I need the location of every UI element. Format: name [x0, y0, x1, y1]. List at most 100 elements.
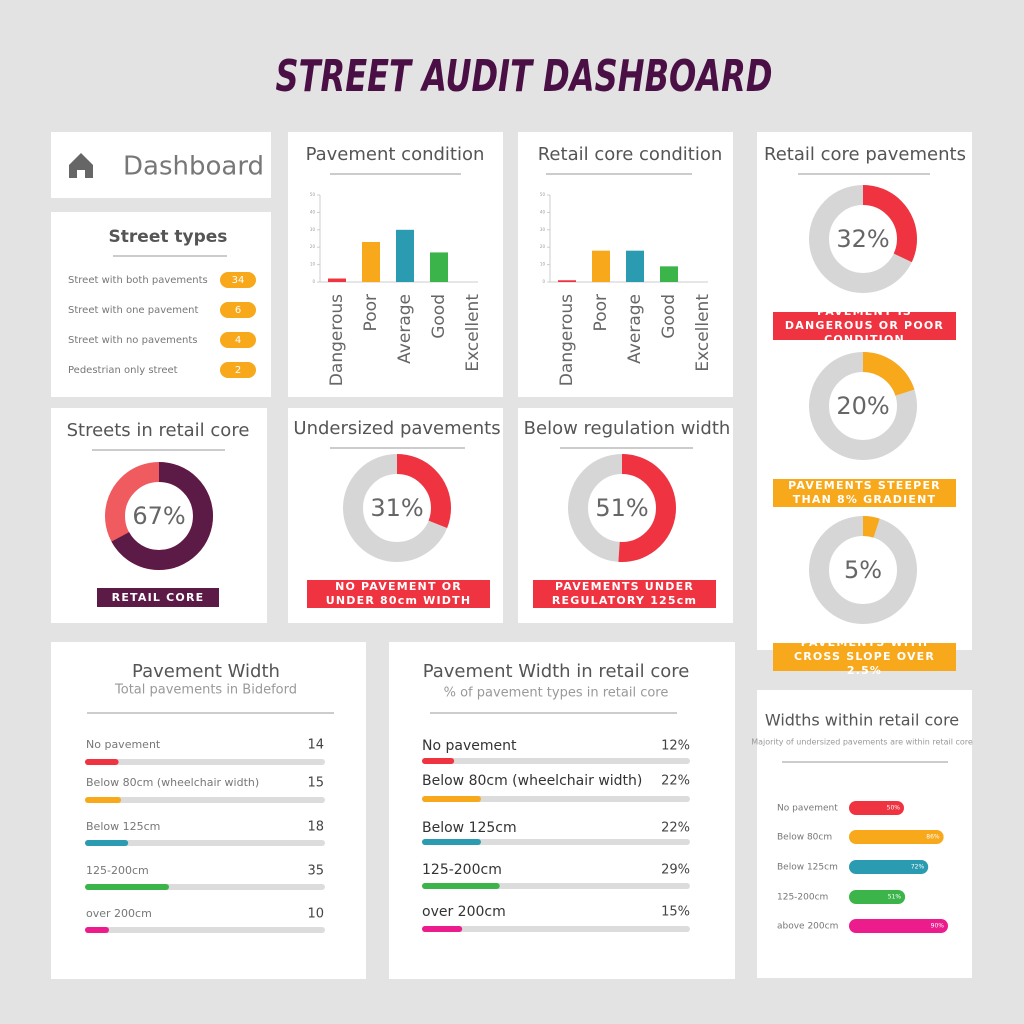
x-tick-label: Good — [659, 294, 679, 339]
bar-track — [422, 758, 690, 764]
value-label: 86% — [926, 834, 940, 841]
chart-title: Pavement condition — [306, 144, 485, 165]
donut-arc — [105, 462, 213, 570]
bar-label: Below 125cm — [777, 863, 838, 873]
chart-title: Below regulation width — [524, 418, 731, 439]
bar — [660, 266, 678, 282]
bar-label: Below 125cm — [86, 820, 160, 833]
y-tick-label: 10 — [540, 262, 546, 267]
bar-label: 125-200cm — [777, 893, 828, 903]
bar-label: over 200cm — [86, 907, 152, 920]
value-label: 15 — [307, 776, 324, 791]
bar — [430, 252, 448, 282]
card — [51, 408, 267, 623]
bar-track — [85, 797, 325, 803]
card — [518, 132, 733, 397]
bar — [362, 241, 380, 282]
x-tick-label: Average — [625, 294, 645, 364]
bar — [85, 927, 109, 933]
y-tick-label: 20 — [540, 244, 546, 249]
bar — [422, 926, 463, 932]
value-label: 72% — [911, 864, 925, 871]
bar-label: No pavement — [86, 738, 161, 751]
caption: NO PAVEMENT OR UNDER 80cm WIDTH — [307, 580, 490, 608]
y-tick-label: 50 — [540, 192, 546, 197]
bar-track — [85, 759, 325, 765]
bar-label: Below 80cm (wheelchair width) — [86, 776, 259, 789]
count-badge — [220, 362, 256, 378]
chart-title: Pavement Width in retail core — [423, 661, 690, 682]
bar-label: No pavement — [422, 738, 517, 754]
value-label: 22% — [661, 774, 690, 789]
value-label: 90% — [931, 923, 945, 930]
bar — [592, 250, 610, 282]
donut-value: 67% — [132, 502, 185, 530]
bar-label: Below 125cm — [422, 820, 517, 836]
y-tick-label: 40 — [540, 209, 546, 214]
x-tick-label: Average — [395, 294, 415, 364]
donut-arc — [809, 352, 917, 460]
y-tick-label: 20 — [310, 244, 316, 249]
value-label: 15% — [661, 905, 690, 920]
bar — [626, 250, 644, 282]
caption: RETAIL CORE — [97, 588, 219, 607]
x-tick-label: Poor — [361, 294, 381, 331]
chart-title: Streets in retail core — [67, 420, 250, 441]
value-label: 22% — [661, 821, 690, 836]
count: 4 — [235, 335, 241, 346]
count: 34 — [232, 275, 245, 286]
donut-arc — [809, 516, 917, 624]
bar-label: Below 80cm (wheelchair width) — [422, 773, 642, 789]
bar — [422, 839, 481, 845]
donut-value: 32% — [836, 225, 889, 253]
count: 2 — [235, 365, 241, 376]
caption: PAVEMENTS STEEPER THAN 8% GRADIENT — [773, 479, 956, 507]
donut-value: 5% — [844, 556, 882, 584]
street-types-title: Street types — [109, 227, 228, 247]
bar — [849, 919, 948, 933]
street-type-label: Street with no pavements — [68, 335, 198, 346]
y-tick-label: 30 — [310, 227, 316, 232]
value-label: 12% — [661, 739, 690, 754]
bar-label: 125-200cm — [422, 862, 502, 878]
bar — [849, 860, 929, 874]
bar — [849, 830, 944, 844]
bar-label: Below 80cm — [777, 833, 832, 843]
value-label: 14 — [307, 738, 324, 753]
bar-track — [422, 839, 690, 845]
donut-arc — [809, 185, 917, 293]
bar — [85, 840, 129, 846]
nav-label[interactable]: Dashboard — [123, 152, 264, 182]
bar — [396, 229, 414, 282]
donut-arc — [343, 454, 451, 562]
y-tick-label: 30 — [540, 227, 546, 232]
bar-track — [422, 796, 690, 802]
card — [757, 132, 972, 650]
chart-title: Widths within retail core — [765, 711, 959, 730]
chart-subtitle: Majority of undersized pavements are wit… — [751, 738, 973, 747]
value-label: 50% — [887, 805, 901, 812]
y-tick-label: 40 — [310, 209, 316, 214]
x-tick-label: Dangerous — [557, 294, 577, 386]
bar-label: above 200cm — [777, 922, 838, 932]
x-tick-label: Excellent — [463, 294, 483, 372]
bar — [849, 801, 904, 815]
card — [389, 642, 735, 979]
x-tick-label: Good — [429, 294, 449, 339]
donut-value: 20% — [836, 392, 889, 420]
chart-title: Undersized pavements — [293, 418, 500, 439]
x-tick-label: Poor — [591, 294, 611, 331]
bar — [85, 759, 119, 765]
donut-arc — [568, 454, 676, 562]
card — [288, 132, 503, 397]
bar — [85, 884, 169, 890]
chart-subtitle: % of pavement types in retail core — [444, 686, 669, 701]
bar-label: No pavement — [777, 804, 838, 814]
chart-title: Retail core pavements — [764, 144, 966, 165]
home-icon[interactable] — [69, 153, 93, 178]
street-type-label: Pedestrian only street — [68, 365, 178, 376]
bar-track — [85, 927, 325, 933]
y-tick-label: 10 — [310, 262, 316, 267]
donut-value: 31% — [370, 494, 423, 522]
value-label: 35 — [307, 864, 324, 879]
